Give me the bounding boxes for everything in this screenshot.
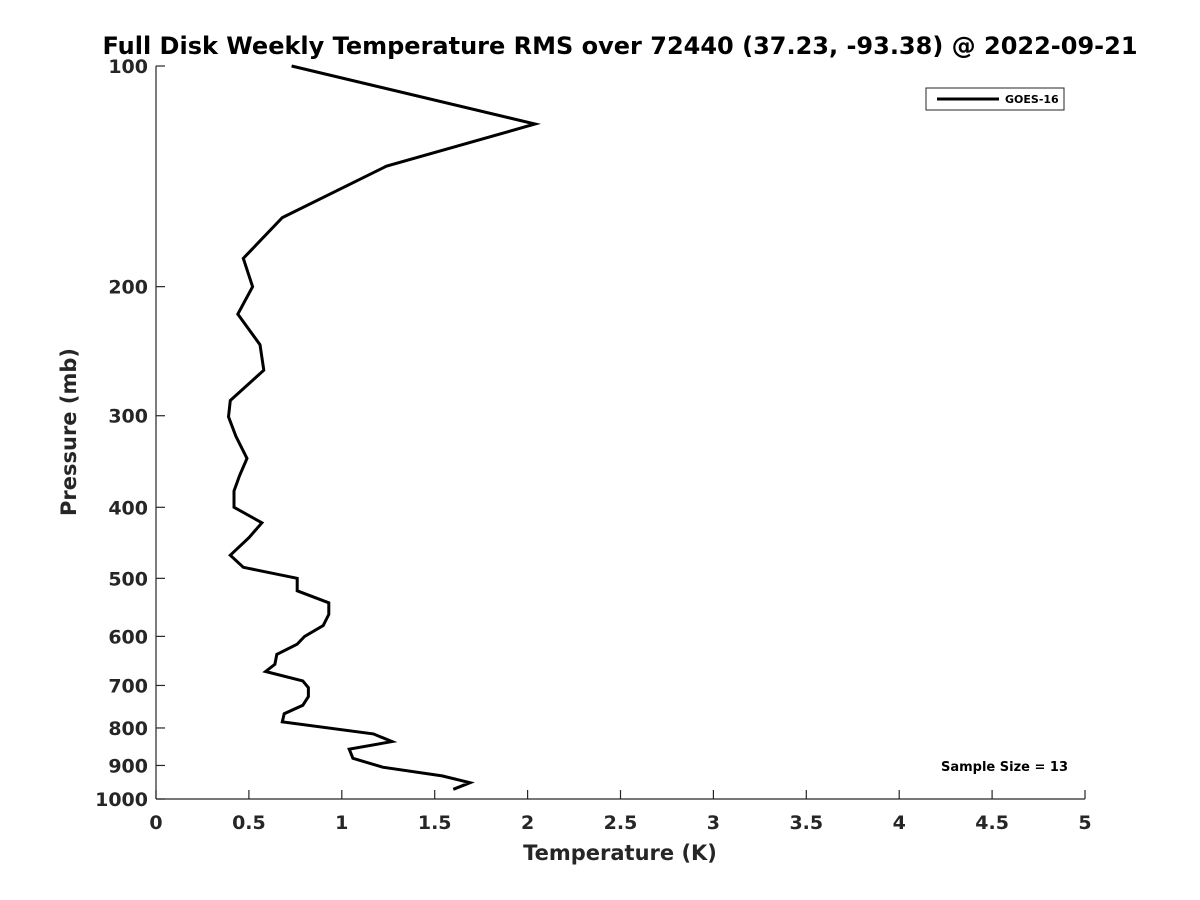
- y-tick-label: 200: [108, 277, 148, 299]
- x-tick-label: 3.5: [789, 812, 823, 834]
- y-tick-label: 700: [108, 675, 148, 697]
- x-tick-label: 1: [335, 812, 348, 834]
- x-tick-label: 2: [521, 812, 534, 834]
- x-tick-label: 2.5: [604, 812, 638, 834]
- x-axis-ticks: 0 0.5 1 1.5 2 2.5 3 3.5 4 4.5 5: [149, 790, 1092, 834]
- y-tick-label: 400: [108, 497, 148, 519]
- sample-size-annotation: Sample Size = 13: [941, 760, 1068, 775]
- series-line-goes-16: [226, 64, 541, 791]
- plot-area: 0 0.5 1 1.5 2 2.5 3 3.5 4 4.5 5 100 200 300 400 500 600…: [95, 56, 1092, 834]
- y-axis-label: Pressure (mb): [57, 348, 81, 516]
- y-axis-ticks: 100 200 300 400 500 600 700 800 900 1000: [95, 56, 165, 811]
- x-tick-label: 4.5: [975, 812, 1009, 834]
- x-tick-label: 5: [1078, 812, 1091, 834]
- x-tick-label: 0.5: [232, 812, 266, 834]
- y-tick-label: 1000: [95, 789, 148, 811]
- x-axis-label: Temperature (K): [523, 841, 717, 865]
- series-group: [226, 64, 541, 791]
- y-tick-label: 900: [108, 755, 148, 777]
- chart-title: Full Disk Weekly Temperature RMS over 72…: [102, 32, 1137, 60]
- y-tick-label: 800: [108, 718, 148, 740]
- y-tick-label: 500: [108, 568, 148, 590]
- x-tick-label: 3: [707, 812, 720, 834]
- y-tick-label: 100: [108, 56, 148, 78]
- x-tick-label: 1.5: [418, 812, 452, 834]
- legend: GOES-16: [925, 87, 1065, 111]
- legend-label-goes-16: GOES-16: [1005, 93, 1059, 106]
- x-tick-label: 0: [149, 812, 162, 834]
- y-tick-label: 600: [108, 626, 148, 648]
- x-tick-label: 4: [893, 812, 906, 834]
- y-tick-label: 300: [108, 406, 148, 428]
